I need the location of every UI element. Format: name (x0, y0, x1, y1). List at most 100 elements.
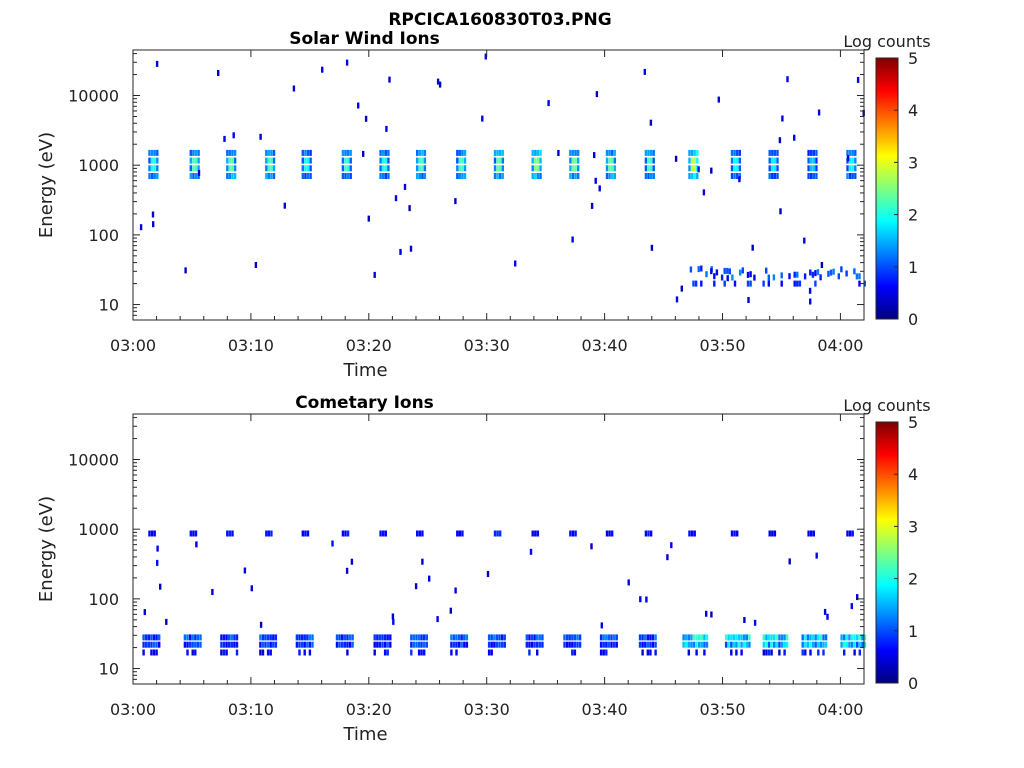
data-cell (682, 634, 685, 641)
data-cell (298, 649, 301, 656)
data-cell (647, 149, 650, 156)
data-cell (499, 173, 502, 179)
data-cell (228, 641, 231, 648)
data-cell (373, 649, 376, 656)
data-cell (573, 634, 577, 641)
data-cell (188, 641, 192, 648)
data-cell (780, 641, 784, 648)
data-cell (501, 173, 504, 179)
data-cell (300, 634, 304, 641)
data-cell (416, 530, 419, 537)
data-cell (848, 641, 851, 648)
data-cell (531, 149, 534, 156)
chart-panel-2: 03:00 03:10 03:20 03:30 03:40 03:50 04:0010100… (36, 393, 931, 745)
data-cell (780, 272, 783, 279)
data-cell (228, 530, 232, 537)
data-cell (391, 613, 395, 620)
data-cell (463, 641, 466, 648)
data-cell (724, 634, 728, 641)
data-cell (853, 634, 856, 641)
data-cell (456, 530, 459, 537)
data-cell (843, 649, 846, 656)
data-cell (767, 649, 771, 656)
data-cell (574, 149, 577, 156)
data-cell (569, 157, 572, 164)
data-cell (486, 571, 490, 577)
data-cell (382, 149, 385, 156)
data-cell (197, 169, 201, 176)
data-cell (421, 157, 424, 164)
data-cell (421, 165, 424, 172)
data-cell (771, 173, 774, 179)
data-cell (529, 548, 533, 555)
data-cell (346, 165, 350, 172)
data-cell (810, 165, 813, 172)
data-cell (809, 269, 812, 276)
data-cell (384, 149, 387, 156)
data-cell (306, 530, 310, 537)
data-cell (416, 157, 419, 164)
data-cell (569, 530, 572, 537)
data-cell (778, 137, 782, 144)
data-cell (383, 649, 387, 656)
data-cell (615, 641, 618, 648)
data-cell (605, 641, 608, 648)
data-cell (786, 76, 789, 83)
data-cell (599, 634, 603, 641)
data-cell (846, 165, 849, 172)
data-cell (747, 297, 750, 303)
data-cell (383, 634, 387, 641)
data-cell (776, 173, 779, 179)
data-cell (762, 634, 765, 641)
data-cell (373, 641, 376, 648)
data-cell (493, 173, 497, 179)
data-cell (487, 634, 491, 641)
data-cell (710, 611, 713, 618)
data-cell (233, 634, 236, 641)
data-cell (235, 641, 239, 648)
data-cell (762, 280, 765, 287)
data-cell (608, 530, 611, 537)
data-cell (765, 267, 768, 274)
data-cell (344, 173, 347, 179)
data-cell (647, 165, 650, 172)
data-cell (452, 641, 456, 648)
data-cell (418, 165, 421, 172)
data-cell (364, 115, 368, 122)
data-cell (410, 641, 413, 648)
data-cell (539, 149, 542, 156)
data-cell (845, 270, 848, 277)
data-cell (851, 149, 854, 156)
data-cell (536, 530, 540, 537)
colorbar-label: Log counts (843, 32, 930, 51)
data-cell (384, 157, 387, 164)
data-cell (730, 641, 733, 648)
data-cell (499, 149, 502, 156)
data-cell (300, 641, 304, 648)
data-cell (235, 634, 239, 641)
data-cell (693, 173, 696, 179)
data-cell (531, 165, 534, 172)
data-cell (861, 634, 864, 641)
data-cell (856, 641, 859, 648)
data-cell (538, 641, 541, 648)
data-cell (423, 641, 426, 648)
data-cell (807, 149, 810, 156)
data-cell (851, 165, 854, 172)
data-cell (731, 274, 734, 281)
data-cell (191, 649, 194, 656)
data-cell (612, 641, 616, 648)
data-cell (810, 149, 813, 156)
data-cell (644, 641, 647, 648)
data-cell (736, 165, 739, 172)
data-cell (156, 545, 159, 552)
data-cell (605, 173, 609, 179)
data-cell (713, 273, 716, 280)
data-cell (594, 177, 597, 184)
data-cell (346, 641, 349, 648)
data-cell (670, 542, 673, 549)
data-cell (194, 149, 198, 156)
data-cell (458, 530, 461, 537)
data-cell (654, 649, 657, 656)
data-cell (155, 641, 158, 648)
